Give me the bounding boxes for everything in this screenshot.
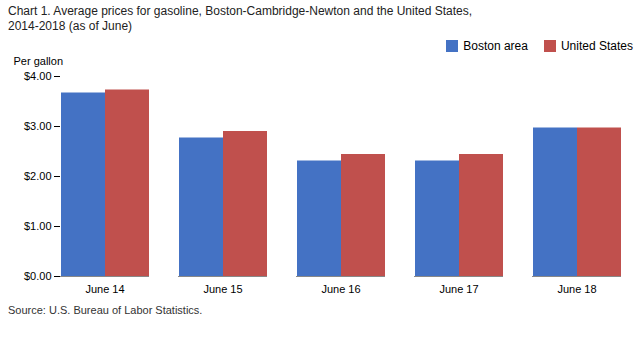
svg-text:$2.00: $2.00 — [24, 170, 52, 182]
svg-text:June 17: June 17 — [439, 283, 478, 295]
svg-text:Per gallon: Per gallon — [14, 55, 64, 67]
svg-text:June 18: June 18 — [557, 283, 596, 295]
svg-text:$4.00: $4.00 — [24, 70, 52, 82]
svg-text:$0.00: $0.00 — [24, 270, 52, 282]
html-text:Chart 1. Average prices for ga: Chart 1. Average prices for gasoline, Bo… — [8, 4, 472, 18]
html-text:United States: United States — [561, 39, 633, 53]
svg-text:June 15: June 15 — [203, 283, 242, 295]
html-text:Source: U.S. Bureau of Labor S: Source: U.S. Bureau of Labor Statistics. — [8, 304, 203, 316]
svg-text:$1.00: $1.00 — [24, 220, 52, 232]
svg-text:$3.00: $3.00 — [24, 120, 52, 132]
html-text:Boston area: Boston area — [463, 39, 528, 53]
svg-text:June 14: June 14 — [85, 283, 124, 295]
html-text:2014-2018 (as of June): 2014-2018 (as of June) — [8, 19, 133, 33]
svg-text:June 16: June 16 — [321, 283, 360, 295]
